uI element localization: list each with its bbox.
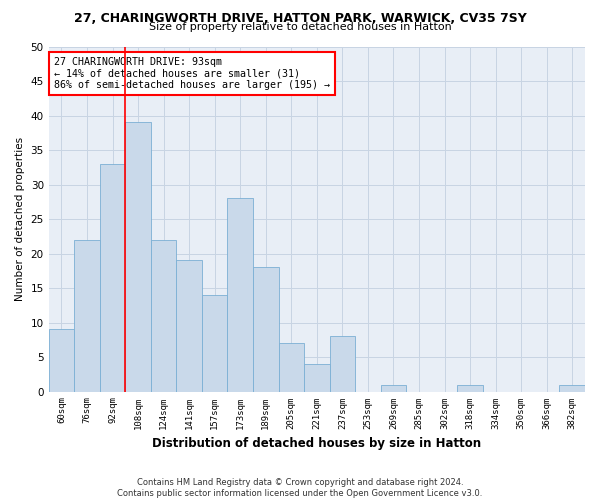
Text: Contains HM Land Registry data © Crown copyright and database right 2024.
Contai: Contains HM Land Registry data © Crown c… — [118, 478, 482, 498]
Bar — [227, 198, 253, 392]
Text: 27, CHARINGWORTH DRIVE, HATTON PARK, WARWICK, CV35 7SY: 27, CHARINGWORTH DRIVE, HATTON PARK, WAR… — [74, 12, 526, 26]
Bar — [151, 240, 176, 392]
Bar — [329, 336, 355, 392]
Bar — [304, 364, 329, 392]
Bar — [74, 240, 100, 392]
Text: Size of property relative to detached houses in Hatton: Size of property relative to detached ho… — [149, 22, 451, 32]
Bar — [559, 384, 585, 392]
Bar — [100, 164, 125, 392]
X-axis label: Distribution of detached houses by size in Hatton: Distribution of detached houses by size … — [152, 437, 481, 450]
Bar — [457, 384, 483, 392]
Bar — [125, 122, 151, 392]
Y-axis label: Number of detached properties: Number of detached properties — [15, 137, 25, 301]
Bar — [253, 268, 278, 392]
Bar — [176, 260, 202, 392]
Bar — [380, 384, 406, 392]
Bar — [49, 330, 74, 392]
Bar — [202, 295, 227, 392]
Bar — [278, 343, 304, 392]
Text: 27 CHARINGWORTH DRIVE: 93sqm
← 14% of detached houses are smaller (31)
86% of se: 27 CHARINGWORTH DRIVE: 93sqm ← 14% of de… — [54, 57, 330, 90]
